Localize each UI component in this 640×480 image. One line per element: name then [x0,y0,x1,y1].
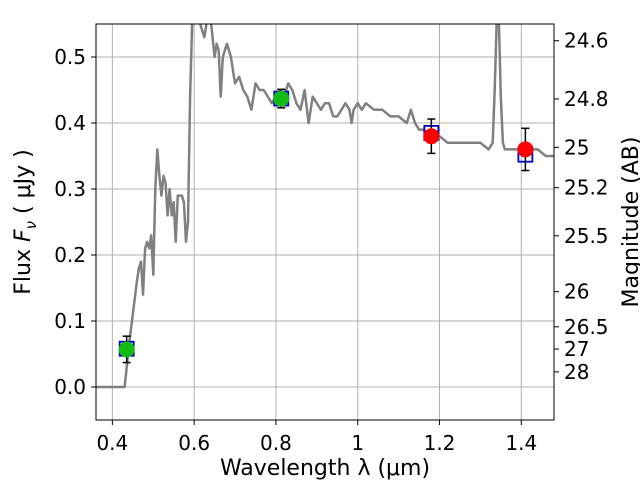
x-tick-label: 1.2 [424,431,456,455]
observed-flux-point [517,141,534,158]
model-spectrum-layer [96,24,554,389]
y-tick-label: 0.0 [54,375,86,399]
y-tick-label: 0.5 [54,45,86,69]
magnitude-axis-label: Magnitude (AB) [619,137,640,308]
x-axis-label: Wavelength λ (μm) [220,456,430,480]
mag-tick-label: 26.5 [564,315,609,339]
mag-tick-label: 24.8 [564,87,609,111]
y-tick-label: 0.1 [54,309,86,333]
mag-tick-label: 27 [564,337,589,361]
observed-flux-point [118,341,135,358]
y-tick-label: 0.2 [54,243,86,267]
mag-tick-label: 28 [564,360,589,384]
y-axis-label: Flux Fν ( μJy ) [11,149,40,294]
y-tick-label: 0.3 [54,177,86,201]
x-tick-label: 1.4 [505,431,537,455]
mag-tick-label: 24.6 [564,29,609,53]
observed-flux-point [423,128,440,145]
mag-tick-label: 25.2 [564,176,609,200]
mag-tick-label: 26 [564,280,589,304]
photometry-points-layer [118,88,534,364]
y-label-part-flux: Flux [11,242,36,295]
y-label-part-f: F [11,229,36,242]
y-tick-label: 0.4 [54,111,86,135]
x-tick-label: 0.8 [260,431,292,455]
x-axis-ticks: 0.4 0.6 0.8 1 1.2 1.4 [96,420,537,455]
x-tick-label: 1 [351,431,364,455]
grid-lines [96,24,554,420]
y-label-part-unit: ( μJy ) [11,149,36,221]
mag-tick-label: 25 [564,135,589,159]
x-tick-label: 0.4 [96,431,128,455]
y-label-part-nu: ν [22,221,40,229]
observed-flux-point [273,90,290,107]
model-spectrum-line [96,24,554,389]
plot-frame [95,23,555,421]
y-axis-ticks: 0.0 0.1 0.2 0.3 0.4 0.5 [54,45,96,399]
x-tick-label: 0.6 [178,431,210,455]
mag-tick-label: 25.5 [564,224,609,248]
